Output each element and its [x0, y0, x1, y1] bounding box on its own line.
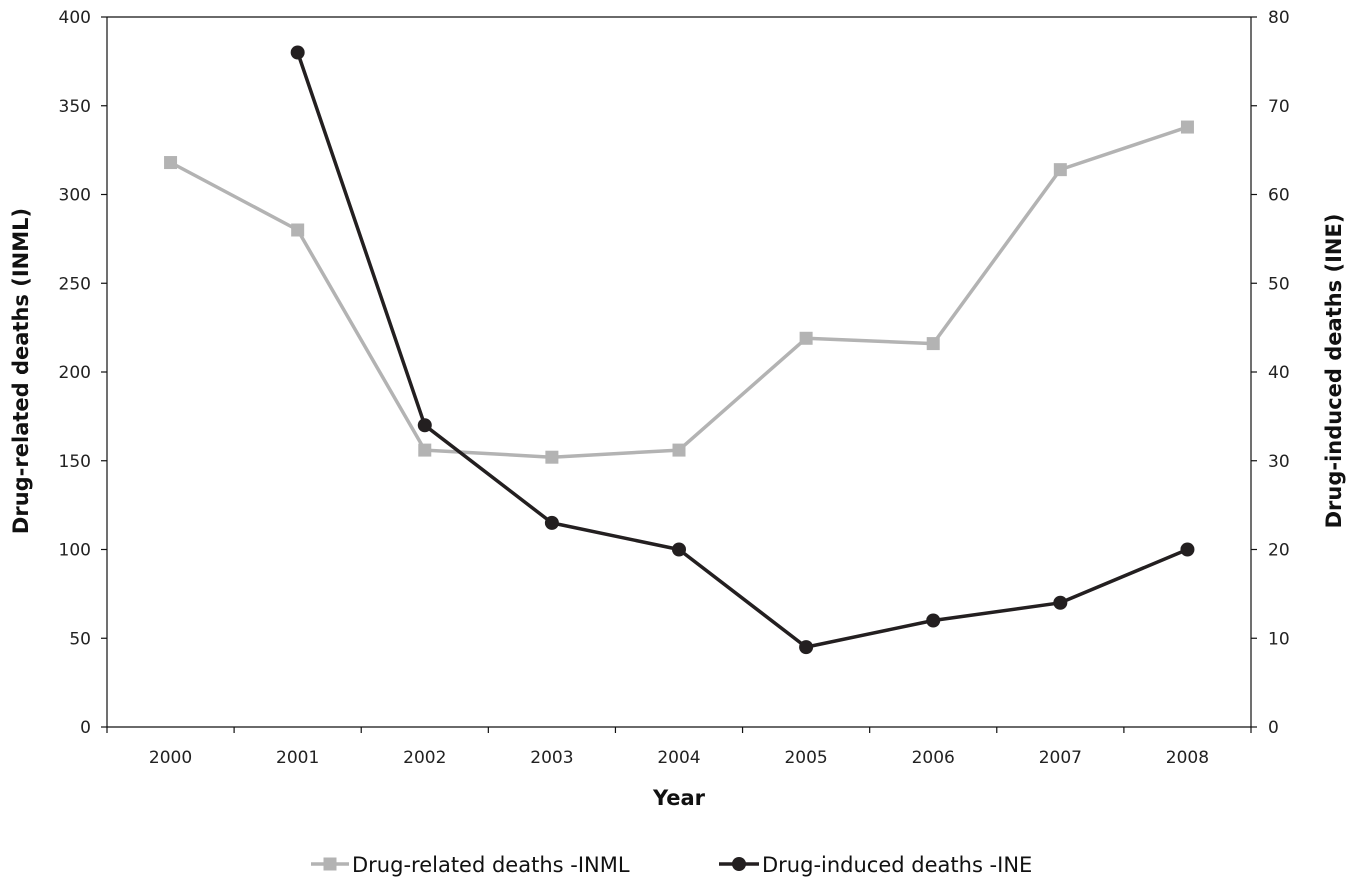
data-point-circle — [290, 45, 305, 60]
y-tick-label-left: 150 — [59, 452, 91, 472]
y-tick-label-right: 10 — [1268, 629, 1290, 649]
data-point-square — [1053, 163, 1067, 177]
y-tick-label-right: 30 — [1268, 452, 1290, 472]
x-tick-label: 2003 — [530, 748, 573, 768]
data-point-square — [672, 443, 686, 457]
data-point-circle — [926, 613, 941, 628]
data-point-square — [1180, 120, 1194, 134]
data-point-square — [291, 223, 305, 237]
y-tick-label-right: 60 — [1268, 186, 1290, 206]
y-tick-label-right: 70 — [1268, 97, 1290, 117]
legend-circle-marker — [732, 857, 746, 871]
y-tick-label-left: 250 — [59, 274, 91, 294]
x-tick-label: 2000 — [149, 748, 192, 768]
tick-labels: 0 50 100 150 200 250 300 350 400 0 10 20 30 40 50 60 70 8… — [59, 8, 1290, 768]
x-tick-label: 2001 — [276, 748, 319, 768]
series-group — [164, 45, 1195, 655]
data-point-circle — [1180, 542, 1195, 557]
data-point-square — [799, 331, 813, 345]
data-point-circle — [417, 418, 432, 433]
data-point-circle — [1053, 595, 1068, 610]
x-tick-label: 2007 — [1039, 748, 1082, 768]
x-tick-label: 2004 — [657, 748, 700, 768]
legend: Drug-related deaths -INML Drug-induced d… — [311, 853, 1032, 877]
x-tick-label: 2002 — [403, 748, 446, 768]
y-tick-label-left: 350 — [59, 97, 91, 117]
y-tick-label-left: 50 — [69, 629, 91, 649]
x-tick-label: 2006 — [912, 748, 955, 768]
x-tick-label: 2008 — [1166, 748, 1209, 768]
axes — [101, 16, 1257, 733]
y-tick-label-right: 80 — [1268, 8, 1290, 28]
data-point-square — [545, 450, 559, 464]
legend-square-marker — [323, 857, 337, 871]
data-point-square — [926, 337, 940, 351]
y-tick-label-left: 0 — [80, 718, 91, 738]
y-tick-label-right: 20 — [1268, 541, 1290, 561]
y-axis-title-right: Drug-induced deaths (INE) — [1322, 214, 1346, 529]
data-point-circle — [799, 640, 814, 655]
x-tick-label: 2005 — [784, 748, 827, 768]
y-tick-label-right: 40 — [1268, 363, 1290, 383]
series-line — [296, 51, 1189, 649]
legend-item-inml: Drug-related deaths -INML — [311, 853, 630, 877]
data-point-square — [164, 156, 178, 170]
y-tick-label-left: 300 — [59, 186, 91, 206]
y-tick-label-right: 50 — [1268, 274, 1290, 294]
y-axis-title-left: Drug-related deaths (INML) — [9, 208, 33, 534]
series-ine — [290, 45, 1195, 655]
legend-item-ine: Drug-induced deaths -INE — [719, 853, 1032, 877]
y-tick-label-left: 100 — [59, 541, 91, 561]
series-line — [169, 125, 1188, 459]
series-inml — [164, 120, 1194, 464]
x-axis-title: Year — [652, 786, 706, 810]
y-tick-label-right: 0 — [1268, 718, 1279, 738]
data-point-square — [418, 443, 432, 457]
data-point-circle — [672, 542, 686, 557]
data-point-circle — [544, 515, 559, 530]
legend-label-ine: Drug-induced deaths -INE — [762, 853, 1032, 877]
y-tick-label-left: 200 — [59, 363, 91, 383]
legend-label-inml: Drug-related deaths -INML — [352, 853, 630, 877]
y-tick-label-left: 400 — [59, 8, 91, 28]
